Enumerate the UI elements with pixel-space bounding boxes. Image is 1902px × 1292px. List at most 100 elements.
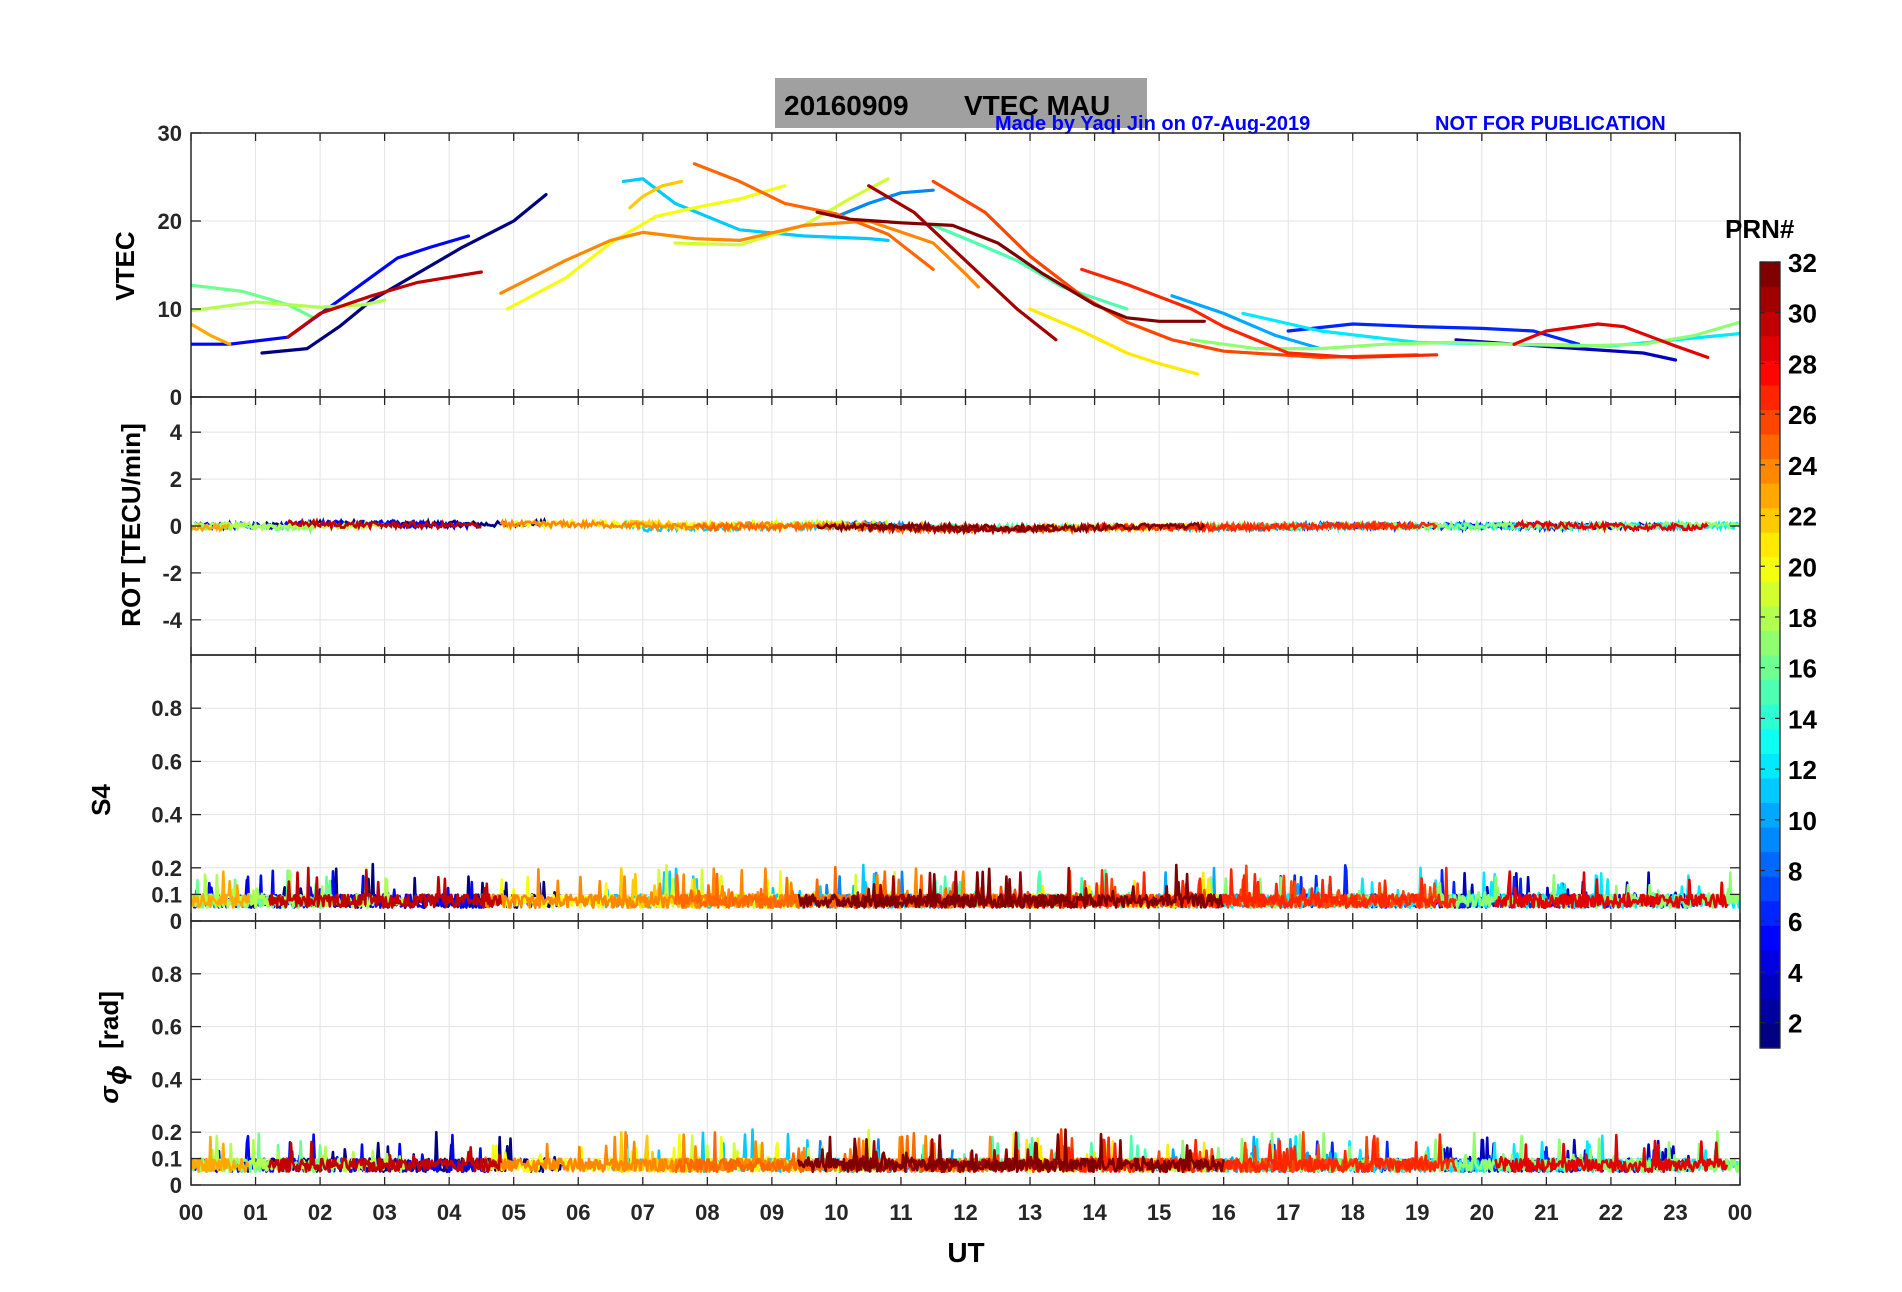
- x-tick-labels: 00 01 02 03 04 05 06 07 08 09 10 11 12 13 14 15 16 17 18 19…: [179, 1200, 1752, 1225]
- vtec-line-prn-15: [931, 223, 1129, 311]
- vtec-line-prn-1: [260, 193, 548, 355]
- vtec-panel: 0 10 20 30: [158, 121, 1741, 410]
- colorbar-segment: [1760, 605, 1780, 632]
- vtec-line-prn-25: [692, 162, 935, 271]
- x-tick-label: 13: [1018, 1200, 1042, 1225]
- s4-line-prn-23: [191, 870, 251, 909]
- x-tick-label: 04: [437, 1200, 462, 1225]
- s4-y-tick-label: 0.2: [151, 856, 182, 881]
- colorbar-tick-label: 6: [1788, 907, 1802, 937]
- colorbar-segment: [1760, 384, 1780, 410]
- colorbar-segment: [1760, 851, 1780, 877]
- colorbar-segment: [1760, 925, 1780, 951]
- vtec-line-prn-30: [286, 270, 483, 339]
- s4-line-prn-29: [1493, 870, 1729, 910]
- colorbar-segment: [1760, 556, 1780, 582]
- sigma_phi-line-prn-24: [480, 1131, 1000, 1173]
- colorbar-segment: [1760, 777, 1780, 803]
- x-tick-label: 16: [1211, 1200, 1235, 1225]
- sigma_phi-y-tick-label: 0.2: [151, 1120, 182, 1145]
- colorbar-segment: [1760, 704, 1780, 730]
- x-tick-label: 15: [1147, 1200, 1171, 1225]
- rot-line-prn-32: [815, 519, 1206, 535]
- s4-ylabel-text: S4: [86, 784, 116, 816]
- sigma_phi-series: [191, 1128, 1740, 1174]
- colorbar-segment: [1760, 286, 1780, 312]
- colorbar-segment: [1760, 409, 1780, 435]
- x-tick-label: 06: [566, 1200, 590, 1225]
- vtec-y-tick-label: 20: [158, 209, 182, 234]
- vtec-line-prn-23: [191, 322, 232, 346]
- x-tick-label: 00: [1728, 1200, 1752, 1225]
- colorbar-segment: [1760, 532, 1780, 558]
- vtec-line-prn-21: [1028, 307, 1200, 376]
- colorbar-segment: [1760, 728, 1780, 754]
- colorbar-tick-label: 18: [1788, 603, 1817, 633]
- colorbar-segment: [1760, 262, 1780, 288]
- vtec-series: [191, 162, 1740, 376]
- s4-y-tick-label: 0.1: [151, 882, 182, 907]
- sigma_phi-y-tick-label: 0.8: [151, 962, 182, 987]
- credit-made-by: Made by Yaqi Jin on 07-Aug-2019: [995, 113, 1310, 135]
- x-tick-label: 19: [1405, 1200, 1429, 1225]
- vtec-line-prn-16: [191, 283, 316, 320]
- s4-series: [191, 862, 1740, 910]
- x-tick-label: 00: [179, 1200, 203, 1225]
- colorbar-segment: [1760, 630, 1780, 656]
- colorbar-segment: [1760, 483, 1780, 509]
- x-tick-label: 12: [953, 1200, 977, 1225]
- colorbar-frame: [1759, 261, 1781, 1049]
- x-tick-label: 07: [631, 1200, 655, 1225]
- sigma_phi-y-tick-label: 0: [170, 1173, 182, 1198]
- colorbar-tick-label: 20: [1788, 552, 1817, 582]
- rot-y-tick-label: 2: [170, 467, 182, 492]
- vtec-y-tick-label: 10: [158, 297, 182, 322]
- colorbar-segment: [1760, 998, 1780, 1025]
- colorbar-tick-label: 16: [1788, 654, 1817, 684]
- credit-notice: NOT FOR PUBLICATION: [1435, 113, 1666, 135]
- colorbar-segment: [1760, 581, 1780, 607]
- rot-y-tick-label: 0: [170, 514, 182, 539]
- x-tick-label: 14: [1082, 1200, 1107, 1225]
- s4-y-tick-label: 0: [170, 909, 182, 934]
- sigma-phi-panel: 00.10.2 0.4 0.6 0.8: [151, 920, 1741, 1198]
- colorbar-segment: [1760, 974, 1780, 1000]
- x-tick-label: 01: [243, 1200, 267, 1225]
- colorbar-segment: [1760, 311, 1780, 337]
- colorbar-segment: [1760, 679, 1780, 705]
- vtec-line-prn-31: [867, 184, 1058, 342]
- rot-line-prn-29: [1513, 518, 1709, 534]
- vtec-line-prn-9: [834, 188, 935, 219]
- s4-line-prn-30: [267, 866, 503, 909]
- colorbar-tick-label: 22: [1788, 502, 1817, 532]
- sigma_phi-y-tick-label: 0.4: [151, 1067, 182, 1092]
- x-tick-label: 02: [308, 1200, 332, 1225]
- vtec-line-prn-18: [191, 298, 387, 313]
- colorbar-tick-label: 26: [1788, 400, 1817, 430]
- vtec-line-prn-20: [505, 184, 787, 311]
- vtec-line-prn-26: [931, 179, 1419, 359]
- vtec-ylabel: VTEC: [110, 231, 140, 301]
- colorbar-tick-label: 24: [1788, 451, 1817, 481]
- colorbar-segment: [1760, 433, 1780, 460]
- colorbar-tick-label: 4: [1788, 958, 1803, 988]
- colorbar-segment: [1760, 826, 1780, 853]
- colorbar-title: PRN#: [1725, 214, 1795, 244]
- s4-ylabel: S4: [86, 784, 116, 816]
- colorbar-segment: [1760, 1023, 1780, 1049]
- title-box: [775, 78, 1147, 128]
- vtec-line-prn-10: [1170, 294, 1323, 351]
- vtec-line-prn-17: [1189, 320, 1740, 351]
- rot-y-tick-label: -4: [162, 608, 182, 633]
- x-tick-label: 18: [1341, 1200, 1365, 1225]
- x-tick-label: 10: [824, 1200, 848, 1225]
- sigma_phi-line-prn-32: [796, 1128, 1225, 1174]
- vtec-line-prn-24: [499, 219, 981, 295]
- x-tick-label: 17: [1276, 1200, 1300, 1225]
- colorbar-segment: [1760, 507, 1780, 533]
- colorbar-tick-label: 8: [1788, 857, 1802, 887]
- colorbar-tick-label: 10: [1788, 806, 1817, 836]
- s4-y-tick-label: 0.6: [151, 749, 182, 774]
